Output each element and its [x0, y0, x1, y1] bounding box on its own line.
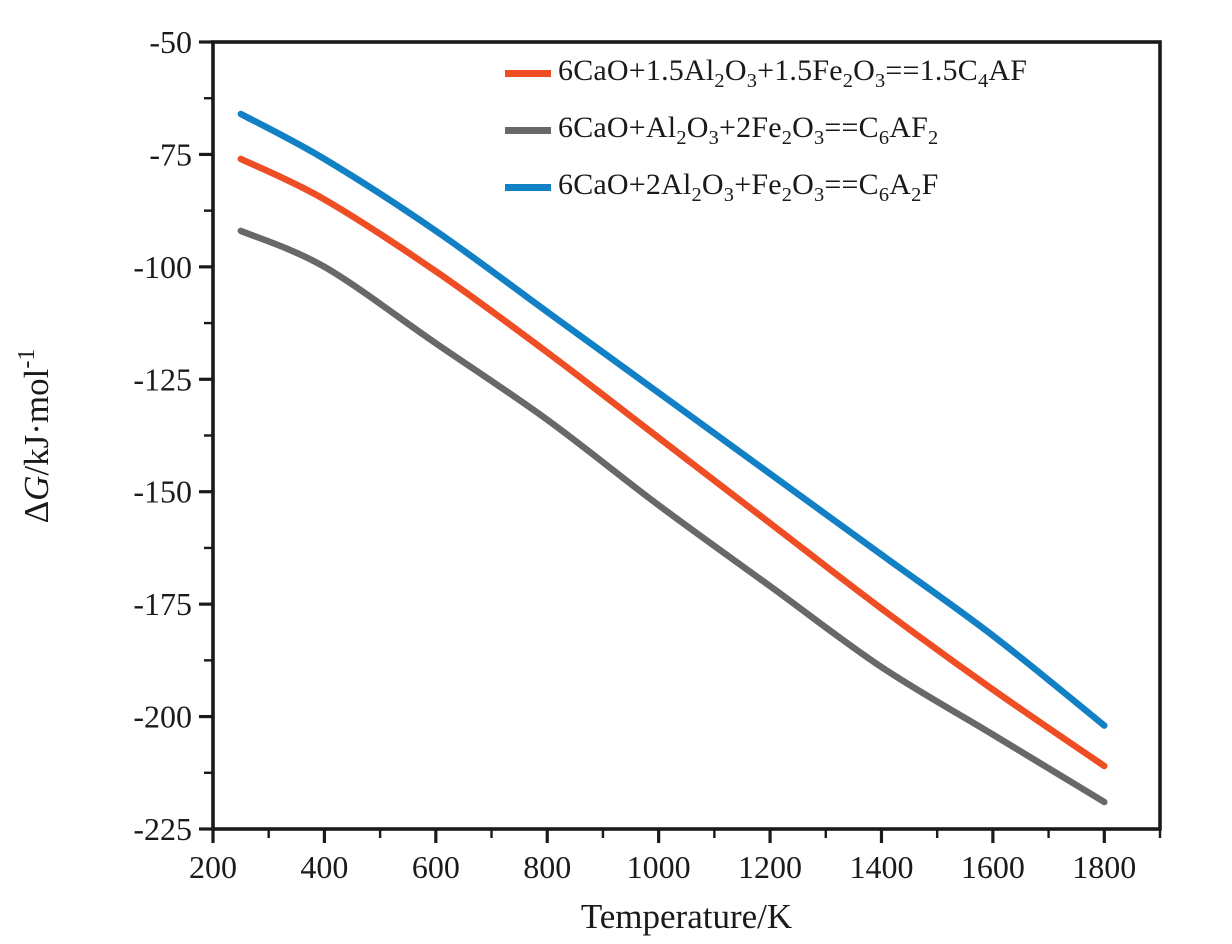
legend-swatch-reaction-c6af2: [505, 127, 551, 134]
y-tick-label: -150: [133, 474, 192, 510]
x-tick-label: 600: [412, 849, 460, 885]
y-tick-label: -125: [133, 361, 192, 397]
y-tick-label: -75: [149, 136, 192, 172]
y-axis-title: ΔG/kJ·mol-1: [14, 349, 56, 524]
x-tick-label: 1000: [627, 849, 691, 885]
x-tick-label: 1400: [849, 849, 913, 885]
y-tick-label: -175: [133, 586, 192, 622]
legend-item: 6CaO+2Al2O3+Fe2O3==C6A2F: [505, 159, 1027, 216]
series-line-2: [237, 110, 1108, 729]
x-axis-title: Temperature/K: [581, 897, 792, 936]
legend-swatch-reaction-c4af: [505, 70, 551, 77]
x-tick-label: 1800: [1072, 849, 1136, 885]
chart-legend: 6CaO+1.5Al2O3+1.5Fe2O3==1.5C4AF 6CaO+Al2…: [505, 45, 1027, 216]
legend-item: 6CaO+1.5Al2O3+1.5Fe2O3==1.5C4AF: [505, 45, 1027, 102]
series-line-1: [237, 227, 1108, 806]
x-tick-label: 800: [523, 849, 571, 885]
legend-label-reaction-c6a2f: 6CaO+2Al2O3+Fe2O3==C6A2F: [558, 168, 939, 206]
series-line-0: [237, 155, 1108, 770]
legend-item: 6CaO+Al2O3+2Fe2O3==C6AF2: [505, 102, 1027, 159]
legend-label-reaction-c6af2: 6CaO+Al2O3+2Fe2O3==C6AF2: [558, 111, 939, 149]
legend-swatch-reaction-c6a2f: [505, 184, 551, 191]
y-tick-label: -225: [133, 811, 192, 847]
y-tick-label: -200: [133, 699, 192, 735]
y-tick-label: -50: [149, 24, 192, 60]
plot-frame: [211, 40, 1162, 831]
x-tick-label: 400: [300, 849, 348, 885]
y-tick-label: -100: [133, 249, 192, 285]
legend-label-reaction-c4af: 6CaO+1.5Al2O3+1.5Fe2O3==1.5C4AF: [558, 54, 1028, 92]
x-tick-label: 200: [189, 849, 237, 885]
x-tick-label: 1200: [738, 849, 802, 885]
x-tick-label: 1600: [961, 849, 1025, 885]
